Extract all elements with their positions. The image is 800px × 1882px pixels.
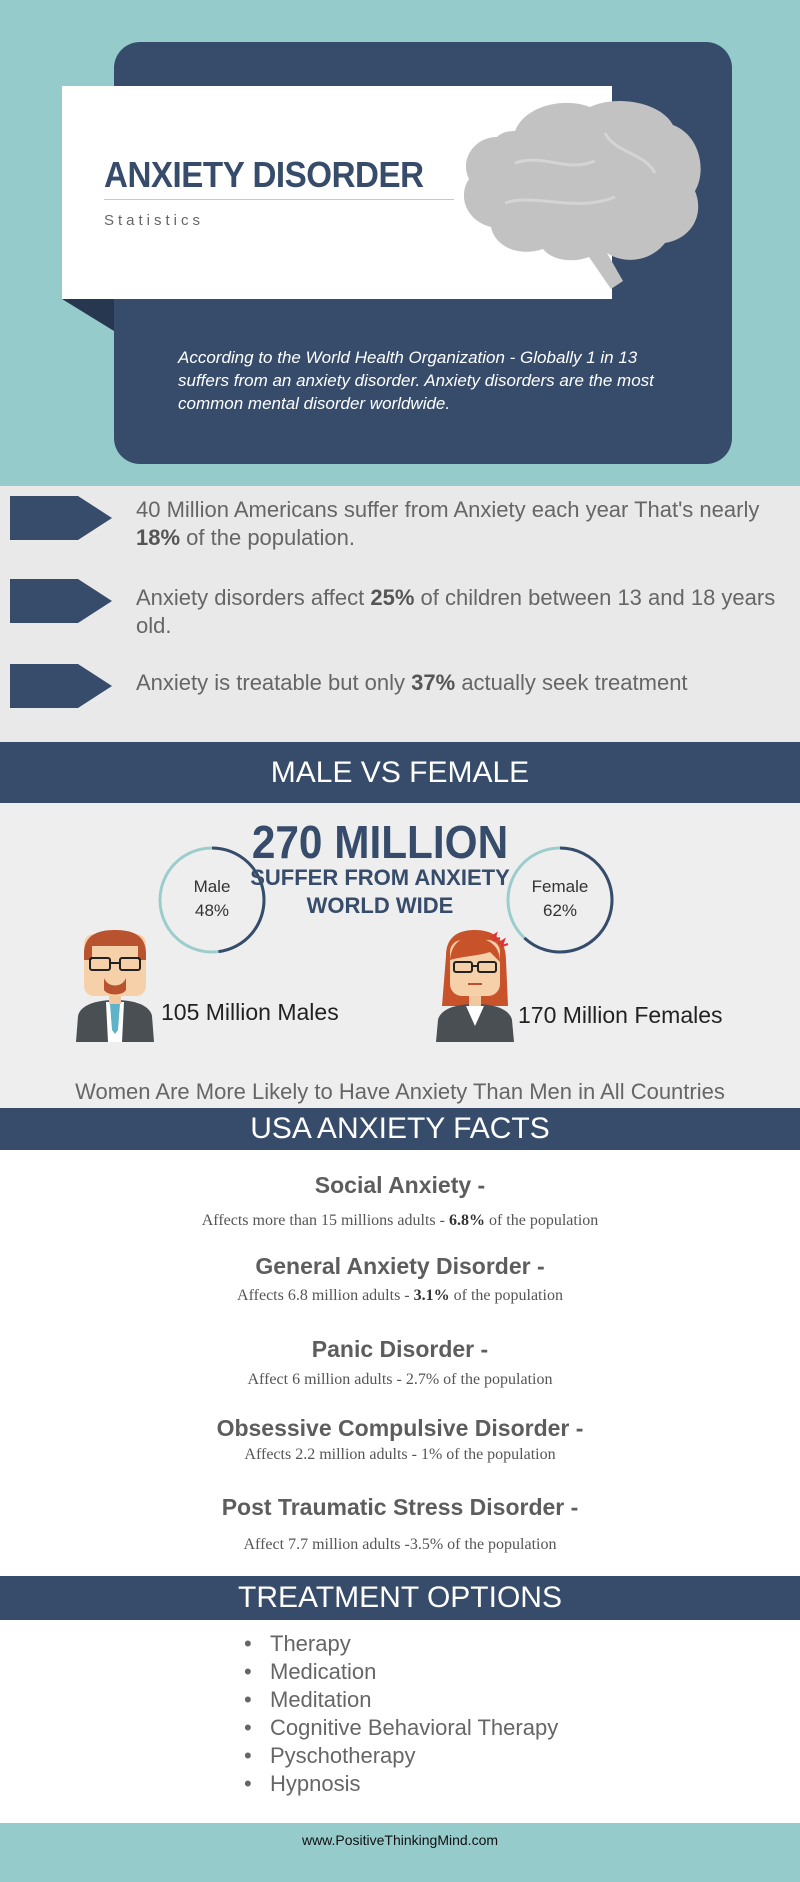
fact-detail: Affects 6.8 million adults - 3.1% of the… (237, 1287, 563, 1304)
male-label: Male (193, 877, 231, 896)
female-percent: 62% (542, 901, 578, 920)
fact-detail: Affect 7.7 million adults -3.5% of the p… (243, 1536, 557, 1553)
female-person-icon (436, 930, 514, 1042)
list-item: Medication (244, 1658, 558, 1686)
worldwide-total: 270 MILLION (251, 816, 509, 868)
fact-detail: Affects 2.2 million adults - 1% of the p… (244, 1446, 556, 1463)
gender-note: Women Are More Likely to Have Anxiety Th… (75, 1079, 725, 1104)
list-item: Meditation (244, 1686, 558, 1714)
footer (0, 1823, 800, 1882)
section-heading-gender: MALE VS FEMALE (0, 742, 800, 803)
footer-link[interactable]: www.PositiveThinkingMind.com (301, 1832, 499, 1848)
intro-text: According to the World Health Organizati… (178, 348, 654, 413)
arrow-icon (10, 579, 112, 623)
stats-section: 40 Million Americans suffer from Anxiety… (0, 486, 800, 742)
section-heading-usa: USA ANXIETY FACTS (0, 1108, 800, 1150)
female-label: Female (531, 877, 589, 896)
ribbon-fold (62, 299, 114, 331)
male-percent: 48% (194, 901, 230, 920)
arrow-icon (10, 496, 112, 540)
stat-item: Anxiety is treatable but only 37% actual… (136, 670, 688, 695)
stat-item: 40 Million Americans suffer from Anxiety… (136, 497, 760, 550)
fact-detail: Affects more than 15 millions adults - 6… (201, 1212, 599, 1229)
stat-item: Anxiety disorders affect 25% of children… (136, 585, 776, 638)
fact-detail: Affect 6 million adults - 2.7% of the po… (247, 1371, 553, 1388)
list-item: Pyschotherapy (244, 1742, 558, 1770)
list-item: Hypnosis (244, 1770, 558, 1798)
page-title: ANXIETY DISORDER (104, 154, 424, 195)
worldwide-caption: SUFFER FROM ANXIETY (250, 865, 510, 890)
treatment-list: Therapy Medication Meditation Cognitive … (244, 1630, 558, 1798)
female-count: 170 Million Females (518, 1002, 723, 1028)
fact-title: Post Traumatic Stress Disorder - (221, 1494, 579, 1520)
male-percent-ring (158, 846, 266, 954)
male-person-icon (76, 930, 154, 1042)
fact-title: General Anxiety Disorder - (255, 1253, 545, 1279)
section-heading-treatment: TREATMENT OPTIONS (0, 1576, 800, 1620)
title-divider (104, 199, 454, 200)
fact-title: Social Anxiety - (314, 1172, 486, 1198)
list-item: Cognitive Behavioral Therapy (244, 1714, 558, 1742)
arrow-icon (10, 664, 112, 708)
fact-title: Panic Disorder - (311, 1336, 489, 1362)
page-subtitle: Statistics (104, 212, 205, 229)
fact-title: Obsessive Compulsive Disorder - (216, 1415, 584, 1441)
list-item: Therapy (244, 1630, 558, 1658)
brain-icon (463, 101, 701, 289)
male-count: 105 Million Males (161, 999, 339, 1025)
female-percent-ring (506, 846, 614, 954)
worldwide-caption: WORLD WIDE (306, 893, 454, 918)
